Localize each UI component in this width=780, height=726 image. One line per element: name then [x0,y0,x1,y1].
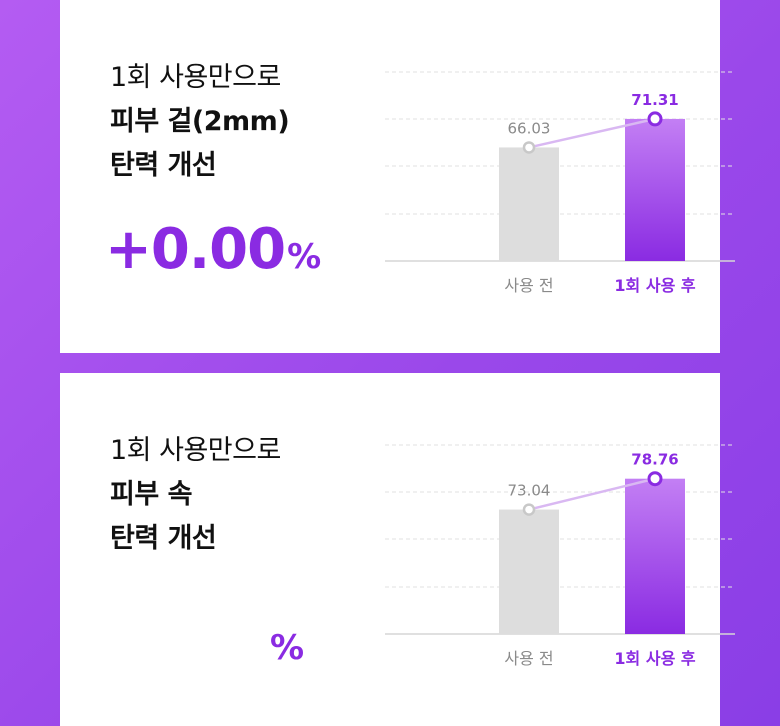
category-label-after: 1회 사용 후 [614,649,695,668]
heading-line-3: 탄력 개선 [110,150,217,181]
improvement-percent: % [268,613,304,669]
heading-line-3: 탄력 개선 [110,523,217,554]
bar-before [499,509,559,634]
heading-line-1: 1회 사용만으로 [110,62,281,93]
card-heading: 1회 사용만으로 피부 속 탄력 개선 [110,429,281,561]
elasticity-card-surface: 1회 사용만으로 피부 겉(2mm) 탄력 개선 +0.00% 66.03 71.… [60,0,735,353]
category-label-before: 사용 전 [504,649,553,668]
marker-after [647,471,663,487]
before-after-bar-chart: 66.03 71.31 사용 전 1회 사용 후 [385,71,735,295]
trend-line [528,117,656,149]
category-label-before: 사용 전 [504,276,553,295]
bar-before [499,147,559,261]
value-label-after: 71.31 [631,91,678,109]
value-label-before: 66.03 [508,119,551,137]
heading-line-1: 1회 사용만으로 [110,435,281,466]
heading-line-2: 피부 겉(2mm) [110,106,290,137]
trend-line [528,477,656,511]
improvement-percent: +0.00% [105,222,321,278]
heading-line-2: 피부 속 [110,479,192,510]
category-label-after: 1회 사용 후 [614,276,695,295]
bar-after [625,118,685,261]
improvement-value: +0.00 [105,217,286,282]
improvement-unit: % [270,628,305,668]
value-label-before: 73.04 [508,482,551,500]
improvement-unit: % [287,237,322,277]
marker-before [522,503,536,516]
elasticity-card-deep: 1회 사용만으로 피부 속 탄력 개선 % 73.04 78.76 사용 전 1회 사… [60,373,735,726]
card-heading: 1회 사용만으로 피부 겉(2mm) 탄력 개선 [110,56,290,188]
marker-before [522,141,536,154]
marker-after [647,111,663,127]
value-label-after: 78.76 [631,451,678,469]
bar-after [625,478,685,634]
before-after-bar-chart: 73.04 78.76 사용 전 1회 사용 후 [385,444,735,668]
